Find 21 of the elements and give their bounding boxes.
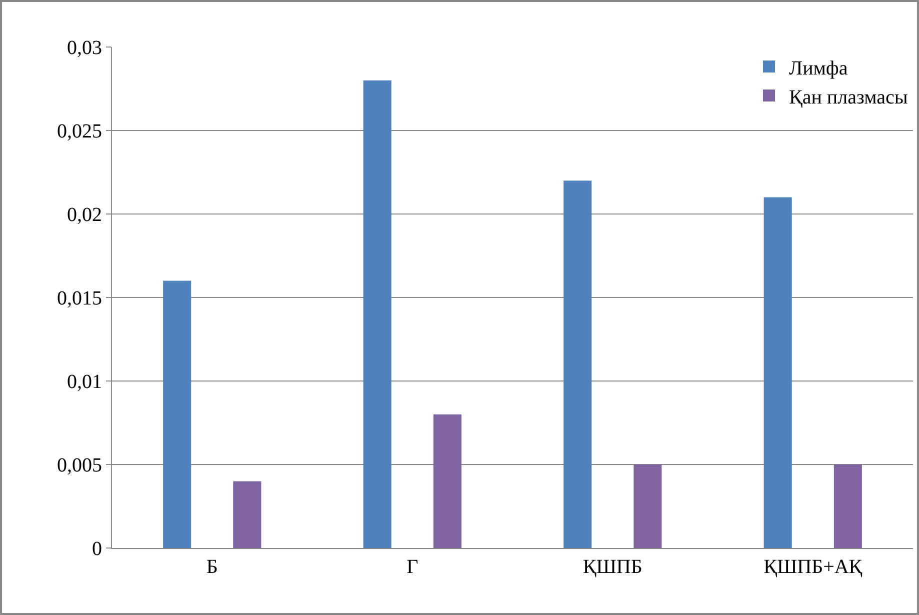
y-tick-label: 0,01 [67,371,102,393]
x-tick-label: ҚШПБ+АҚ [764,556,863,578]
y-tick-label: 0,02 [67,204,102,226]
y-tick-label: 0,015 [57,288,102,310]
bar [764,197,792,548]
bar [233,481,262,548]
legend-label: Лимфа [789,57,848,80]
bar [564,180,592,548]
y-tick-label: 0,025 [57,120,102,142]
x-tick-label: Г [406,556,418,578]
legend-label: Қан плазмасы [789,86,908,108]
bar [634,464,662,548]
y-tick-label: 0 [92,538,102,560]
bar [163,280,192,548]
bar [834,464,862,548]
bar [363,80,392,548]
y-tick-label: 0,005 [57,454,102,476]
y-tick-label: 0,03 [67,37,102,59]
x-tick-label: Б [206,556,218,578]
x-tick-label: ҚШПБ [582,556,642,578]
bar [433,414,462,548]
